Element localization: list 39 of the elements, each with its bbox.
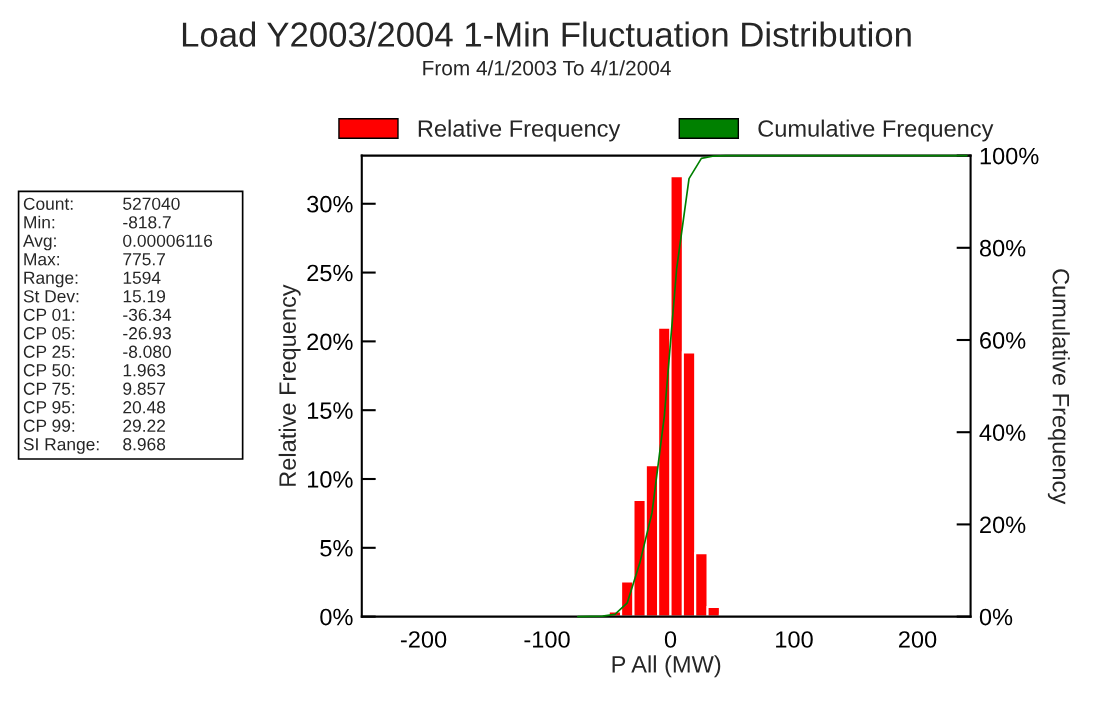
text: St Dev: 15.19 [23, 290, 166, 303]
text: Range: 1594 [24, 271, 161, 288]
y2-tick-label: 20% [980, 516, 1026, 534]
x-tick-label: 200 [898, 631, 937, 648]
y-tick-label: 30% [307, 195, 353, 213]
y2-tick-label: 100% [980, 147, 1039, 165]
text: CP 05: -26.93 [23, 327, 171, 340]
legend-label: Relative Frequency [418, 119, 621, 142]
text: SI Range: 8.968 [23, 438, 166, 454]
y2-tick-label: 80% [979, 239, 1026, 257]
text: CP 75: 9.857 [23, 382, 165, 395]
y-axis-title: Relative Frequency [278, 284, 301, 486]
x-axis-title: P All (MW) [612, 655, 721, 678]
y-tick-label: 20% [307, 333, 353, 351]
text: Min: -818.7 [24, 215, 171, 229]
y2-tick-label: 60% [980, 332, 1026, 349]
y-tick-label: 0% [320, 608, 353, 626]
text: CP 25: -8.080 [23, 345, 171, 358]
y2-tick-label: 0% [979, 608, 1013, 626]
chart-title: Load Y2003/2004 1-Min Fluctuation Distribution [182, 21, 911, 47]
text: Count: 527040 [23, 197, 180, 210]
text: CP 95: 20.48 [23, 401, 166, 414]
text: CP 99: 29.22 [23, 419, 165, 432]
text: CP 50: 1.963 [23, 364, 166, 377]
x-tick-label: 0 [664, 631, 677, 648]
legend-label: Cumulative Frequency [758, 119, 994, 142]
y2-axis-title: Cumulative Frequency [1047, 269, 1070, 505]
text: CP 01: -36.34 [23, 308, 172, 321]
y-tick-label: 15% [307, 402, 353, 419]
chart-subtitle: From 4/1/2003 To 4/1/2004 [423, 60, 671, 76]
y2-tick-label: 40% [979, 424, 1026, 441]
y-tick-label: 25% [307, 264, 353, 282]
text: Avg: 0.00006116 [22, 234, 213, 251]
x-tick-label: -100 [524, 631, 570, 648]
x-tick-label: 100 [776, 631, 813, 648]
x-tick-label: -200 [400, 631, 447, 648]
y-tick-label: 10% [307, 471, 353, 488]
text: Max: 775.7 [24, 253, 165, 266]
y-tick-label: 5% [320, 539, 353, 557]
